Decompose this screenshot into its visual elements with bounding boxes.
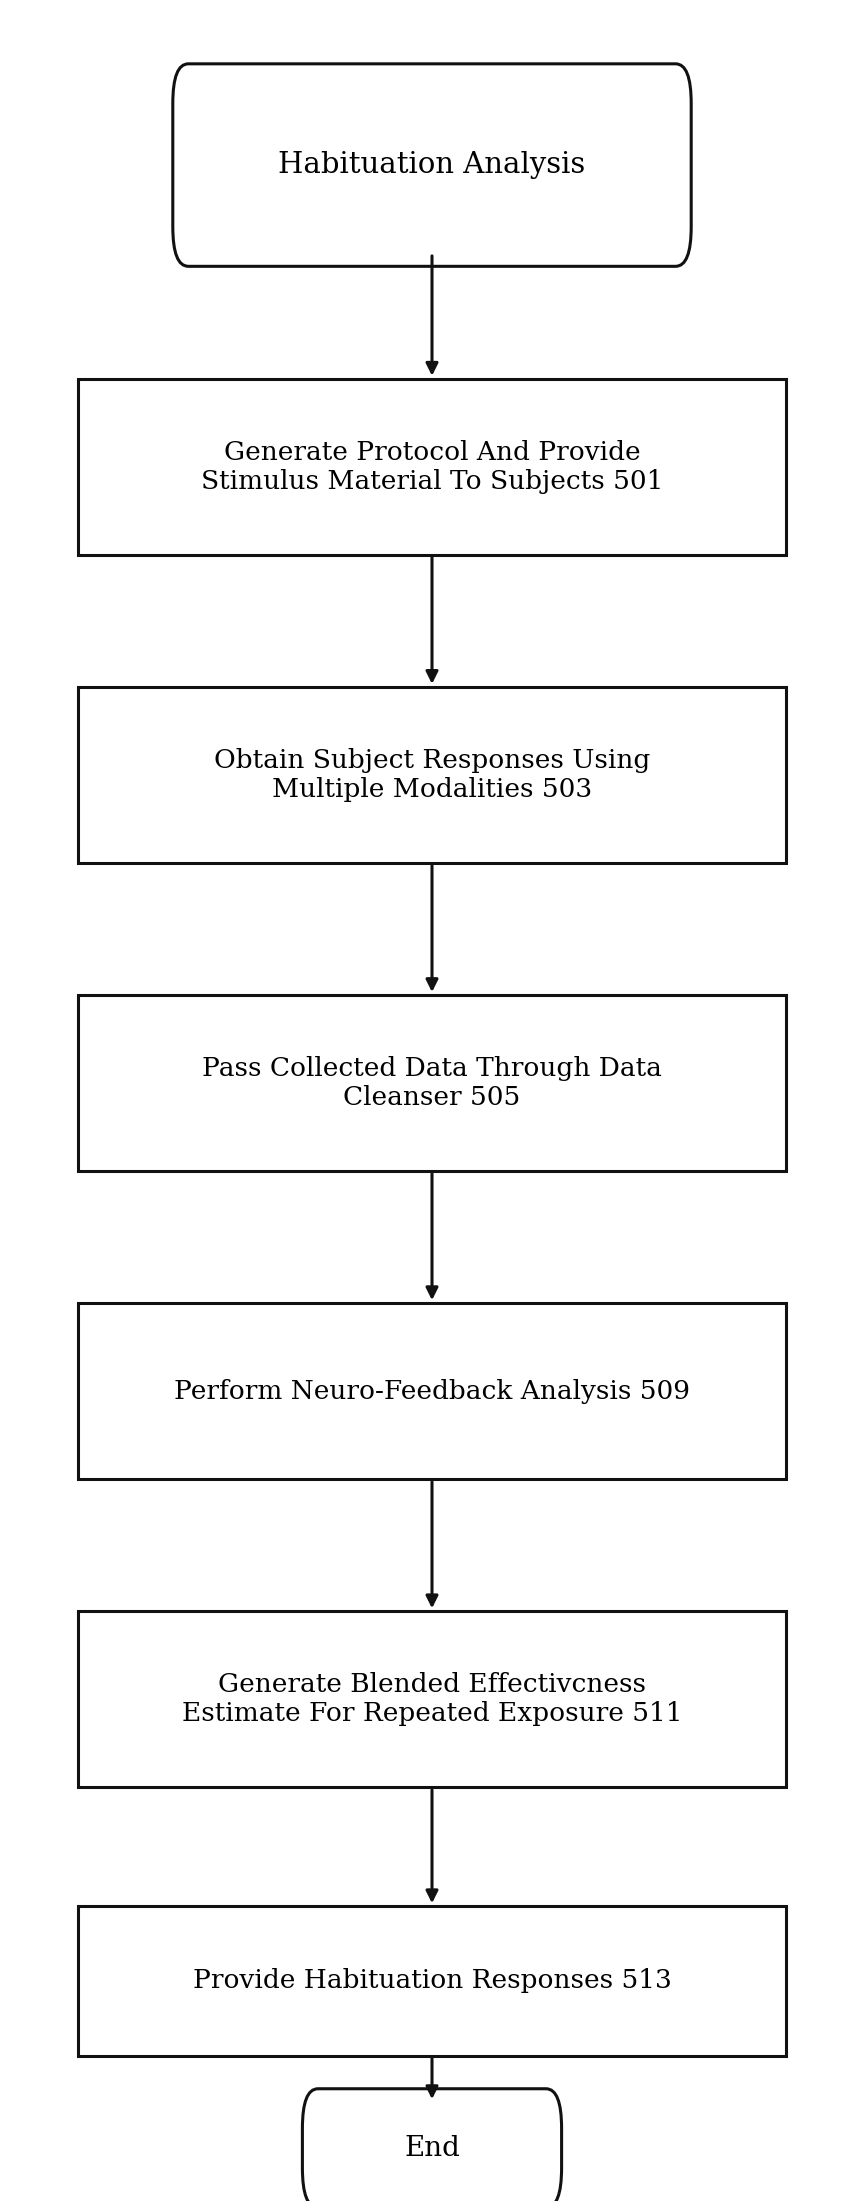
Text: Perform Neuro-Feedback Analysis 509: Perform Neuro-Feedback Analysis 509	[174, 1378, 690, 1404]
FancyBboxPatch shape	[302, 2089, 562, 2201]
Text: Obtain Subject Responses Using
Multiple Modalities 503: Obtain Subject Responses Using Multiple …	[213, 748, 651, 801]
Text: Provide Habituation Responses 513: Provide Habituation Responses 513	[193, 1968, 671, 1994]
Bar	[78, 995, 786, 1171]
Text: Habituation Analysis: Habituation Analysis	[278, 152, 586, 178]
Text: Generate Protocol And Provide
Stimulus Material To Subjects 501: Generate Protocol And Provide Stimulus M…	[200, 440, 664, 493]
Bar	[78, 1906, 786, 2056]
Text: Pass Collected Data Through Data
Cleanser 505: Pass Collected Data Through Data Cleanse…	[202, 1056, 662, 1109]
Bar	[78, 687, 786, 863]
FancyBboxPatch shape	[173, 64, 691, 266]
Text: End: End	[404, 2135, 460, 2161]
Bar	[78, 379, 786, 555]
Text: Generate Blended Effectivcness
Estimate For Repeated Exposure 511: Generate Blended Effectivcness Estimate …	[181, 1673, 683, 1726]
Bar	[78, 1611, 786, 1787]
Bar	[78, 1303, 786, 1479]
